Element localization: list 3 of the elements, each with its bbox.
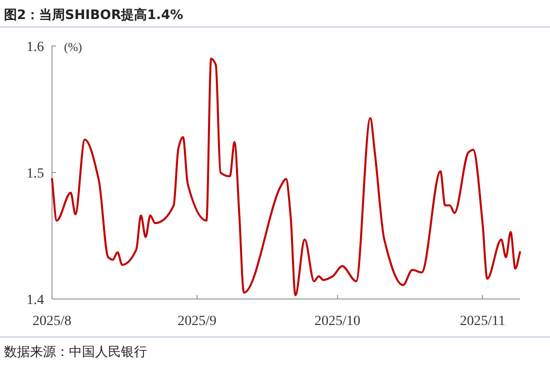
ylabel: (%) (64, 40, 82, 54)
title: 图2：当周SHIBOR提高1.4% (4, 8, 184, 23)
annotation: 数据来源：中国人民银行 (4, 345, 147, 360)
